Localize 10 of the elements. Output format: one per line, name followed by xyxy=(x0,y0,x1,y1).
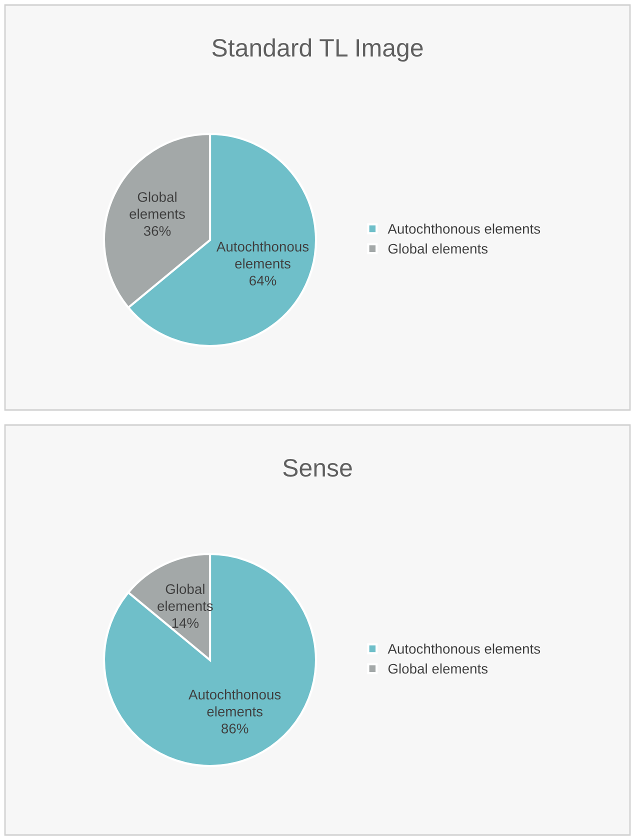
legend-label: Global elements xyxy=(388,663,488,674)
legend-label: Autochthonous elements xyxy=(388,644,540,654)
chart-title: Standard TL Image xyxy=(212,38,423,62)
chart-title: Sense xyxy=(283,459,352,477)
data-label: Autochthonous elements 86% xyxy=(188,689,281,734)
legend-label: Global elements xyxy=(388,243,488,254)
pie-slice xyxy=(102,552,318,768)
legend-label: Autochthonous elements xyxy=(388,224,540,234)
data-label: Global elements 36% xyxy=(130,192,185,236)
data-label: Autochthonous elements 64% xyxy=(216,241,309,286)
